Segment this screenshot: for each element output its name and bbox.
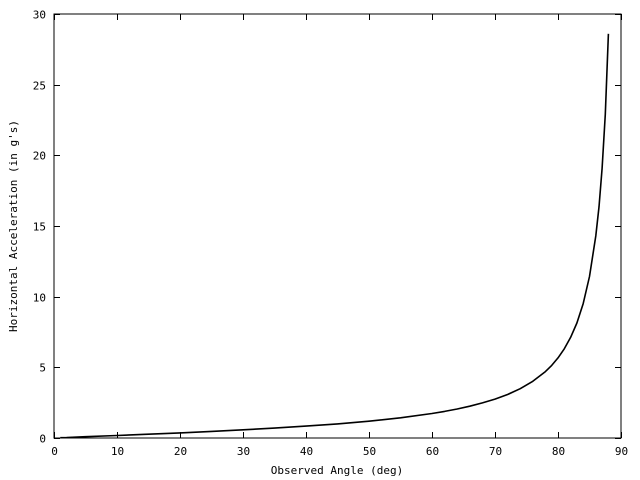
x-tick-label: 50 [363, 445, 376, 458]
x-tick-label: 0 [51, 445, 58, 458]
series-line [60, 33, 610, 439]
y-tick-label: 20 [33, 150, 46, 163]
x-tick-label: 20 [174, 445, 187, 458]
series-layer [60, 33, 610, 439]
tick-labels-layer: 0 10 20 30 40 50 60 70 80 90 0 5 10 15 20 25 30 [33, 9, 628, 459]
x-tick-label: 90 [615, 445, 628, 458]
y-axis-label: Horizontal Acceleration (in g's) [7, 120, 20, 332]
x-tick-label: 10 [111, 445, 124, 458]
y-tick-label: 0 [39, 433, 46, 446]
y-tick-label: 10 [33, 292, 46, 305]
plot-frame [53, 13, 622, 439]
x-tick-label: 70 [489, 445, 502, 458]
y-tick-label: 30 [33, 9, 46, 22]
x-tick-label: 60 [426, 445, 439, 458]
y-tick-label: 15 [33, 221, 46, 234]
y-tick-label: 25 [33, 80, 46, 93]
x-tick-label: 30 [237, 445, 250, 458]
y-tick-label: 5 [39, 362, 46, 375]
ticks-layer [54, 14, 622, 439]
x-tick-label: 80 [552, 445, 565, 458]
x-tick-label: 40 [300, 445, 313, 458]
x-axis-label: Observed Angle (deg) [271, 464, 403, 477]
